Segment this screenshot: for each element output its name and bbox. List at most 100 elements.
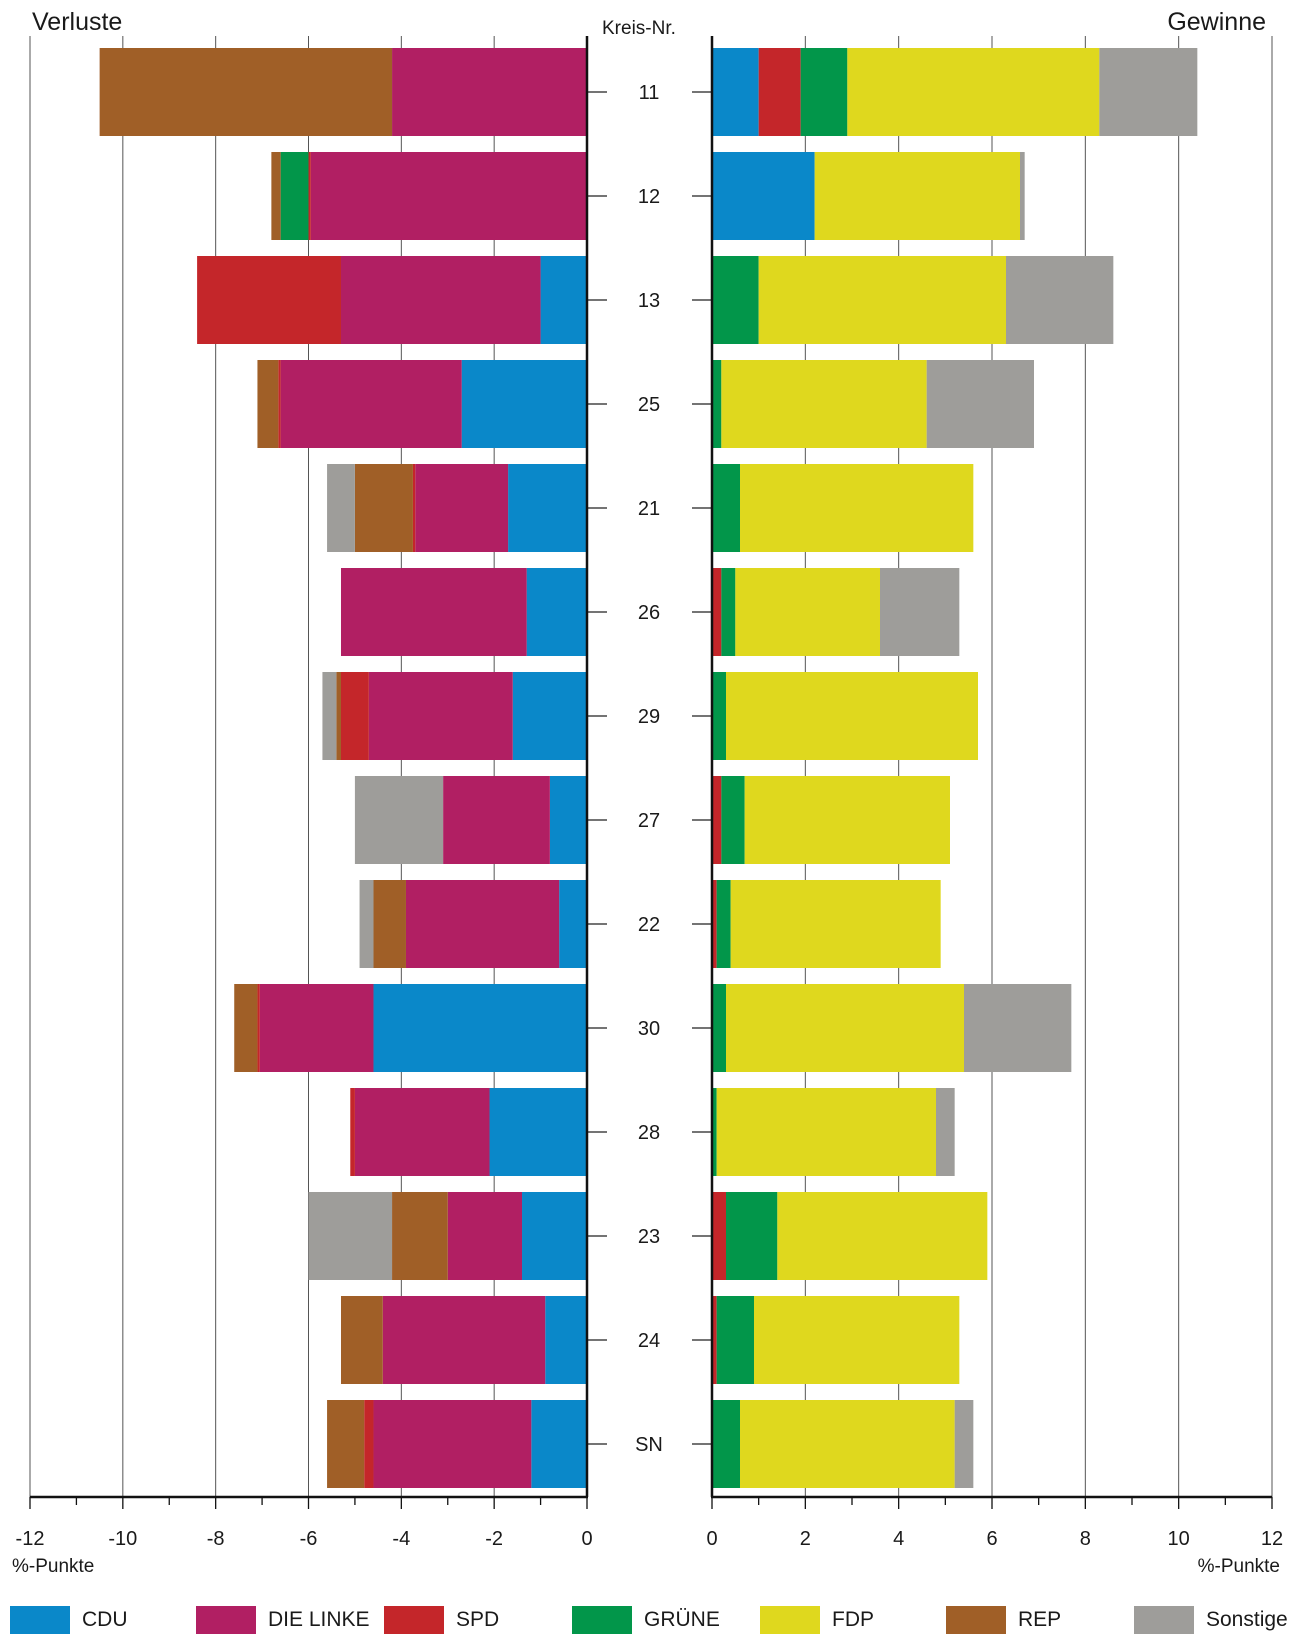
bar-gain-fdp bbox=[814, 152, 1020, 240]
bar-loss-rep bbox=[340, 1296, 383, 1384]
bar-gain-fdp bbox=[735, 568, 880, 656]
bar-loss-cdu bbox=[512, 672, 587, 760]
category-label: 22 bbox=[638, 914, 660, 936]
category-label: 29 bbox=[638, 706, 660, 728]
bar-gain-gr-ne bbox=[726, 1192, 778, 1280]
right-header: Gewinne bbox=[1167, 8, 1266, 36]
bar-loss-cdu bbox=[545, 1296, 587, 1384]
legend-swatch bbox=[946, 1606, 1006, 1634]
bar-loss-rep bbox=[327, 1400, 365, 1488]
bar-gain-gr-ne bbox=[712, 672, 726, 760]
left-unit-label: %-Punkte bbox=[12, 1556, 95, 1577]
legend-label: REP bbox=[1018, 1608, 1062, 1631]
bar-loss-die-linke bbox=[447, 1192, 523, 1280]
bar-loss-spd bbox=[412, 464, 416, 552]
legend-label: CDU bbox=[82, 1608, 128, 1631]
x-tick-label-right: 4 bbox=[893, 1528, 904, 1550]
bar-loss-die-linke bbox=[382, 1296, 546, 1384]
bar-gain-gr-ne bbox=[716, 1296, 754, 1384]
x-tick-label-right: 12 bbox=[1261, 1528, 1283, 1550]
bar-gain-gr-ne bbox=[712, 984, 726, 1072]
bar-gain-sonstige bbox=[964, 984, 1072, 1072]
bar-loss-die-linke bbox=[415, 464, 509, 552]
left-header: Verluste bbox=[32, 8, 123, 36]
legend-label: DIE LINKE bbox=[268, 1608, 370, 1631]
bar-gain-spd bbox=[758, 48, 801, 136]
bar-loss-cdu bbox=[559, 880, 587, 968]
bar-gain-gr-ne bbox=[712, 464, 740, 552]
bar-gain-fdp bbox=[740, 1400, 955, 1488]
bar-gain-fdp bbox=[721, 360, 927, 448]
bar-gain-spd bbox=[712, 880, 717, 968]
bar-gain-sonstige bbox=[1006, 256, 1114, 344]
category-label: 11 bbox=[639, 82, 660, 104]
legend-label: SPD bbox=[456, 1608, 500, 1631]
bar-gain-sonstige bbox=[880, 568, 960, 656]
bar-loss-spd bbox=[340, 672, 369, 760]
bar-loss-rep bbox=[234, 984, 258, 1072]
bar-loss-cdu bbox=[373, 984, 587, 1072]
bars bbox=[99, 48, 1198, 1488]
bar-loss-rep bbox=[99, 48, 393, 136]
bar-loss-cdu bbox=[489, 1088, 587, 1176]
bar-loss-die-linke bbox=[373, 1400, 532, 1488]
bar-loss-die-linke bbox=[340, 256, 541, 344]
bar-gain-gr-ne bbox=[712, 256, 759, 344]
category-label: 24 bbox=[638, 1330, 660, 1352]
right-unit-label: %-Punkte bbox=[1197, 1556, 1280, 1577]
x-tick-label-right: 10 bbox=[1168, 1528, 1190, 1550]
category-label: 26 bbox=[638, 602, 660, 624]
bar-loss-cdu bbox=[526, 568, 587, 656]
legend-swatch bbox=[384, 1606, 444, 1634]
legend-swatch bbox=[572, 1606, 632, 1634]
bar-gain-gr-ne bbox=[721, 776, 745, 864]
bar-gain-fdp bbox=[726, 672, 978, 760]
bar-loss-gr-ne bbox=[280, 152, 309, 240]
grid-lines bbox=[29, 36, 1273, 1497]
category-label: 25 bbox=[638, 394, 660, 416]
bar-loss-sonstige bbox=[308, 1192, 393, 1280]
bar-loss-die-linke bbox=[443, 776, 550, 864]
bar-loss-sonstige bbox=[322, 672, 337, 760]
bar-loss-die-linke bbox=[310, 152, 587, 240]
legend-label: FDP bbox=[832, 1608, 874, 1631]
bar-loss-rep bbox=[257, 360, 279, 448]
bar-gain-spd bbox=[712, 568, 722, 656]
bar-gain-gr-ne bbox=[716, 880, 731, 968]
bar-loss-rep bbox=[336, 672, 341, 760]
bar-gain-fdp bbox=[754, 1296, 960, 1384]
x-tick-label-left: -2 bbox=[485, 1528, 503, 1550]
bar-gain-fdp bbox=[716, 1088, 936, 1176]
bar-loss-spd bbox=[197, 256, 341, 344]
axes bbox=[29, 36, 1273, 1509]
bar-gain-fdp bbox=[726, 984, 964, 1072]
bar-gain-fdp bbox=[730, 880, 941, 968]
category-label: 23 bbox=[638, 1226, 660, 1248]
bar-loss-rep bbox=[271, 152, 281, 240]
bar-loss-sonstige bbox=[359, 880, 374, 968]
bar-gain-fdp bbox=[847, 48, 1100, 136]
legend-label: Sonstige bbox=[1206, 1608, 1288, 1631]
x-tick-label-right: 6 bbox=[986, 1528, 997, 1550]
category-label: 28 bbox=[638, 1122, 660, 1144]
bar-loss-rep bbox=[354, 464, 413, 552]
category-label: SN bbox=[635, 1434, 663, 1456]
category-label: 27 bbox=[638, 810, 660, 832]
bar-loss-die-linke bbox=[405, 880, 560, 968]
bar-loss-spd bbox=[257, 984, 260, 1072]
bar-gain-gr-ne bbox=[712, 1088, 717, 1176]
legend-swatch bbox=[1134, 1606, 1194, 1634]
bar-gain-spd bbox=[712, 776, 722, 864]
bar-gain-fdp bbox=[744, 776, 950, 864]
legend-swatch bbox=[760, 1606, 820, 1634]
legend-swatch bbox=[10, 1606, 70, 1634]
bar-gain-sonstige bbox=[1099, 48, 1198, 136]
bar-loss-spd bbox=[364, 1400, 374, 1488]
category-label: 21 bbox=[638, 498, 660, 520]
x-tick-label-right: 8 bbox=[1080, 1528, 1091, 1550]
bar-loss-cdu bbox=[508, 464, 587, 552]
bar-gain-fdp bbox=[777, 1192, 988, 1280]
bar-gain-sonstige bbox=[954, 1400, 974, 1488]
x-tick-label-left: -8 bbox=[207, 1528, 225, 1550]
